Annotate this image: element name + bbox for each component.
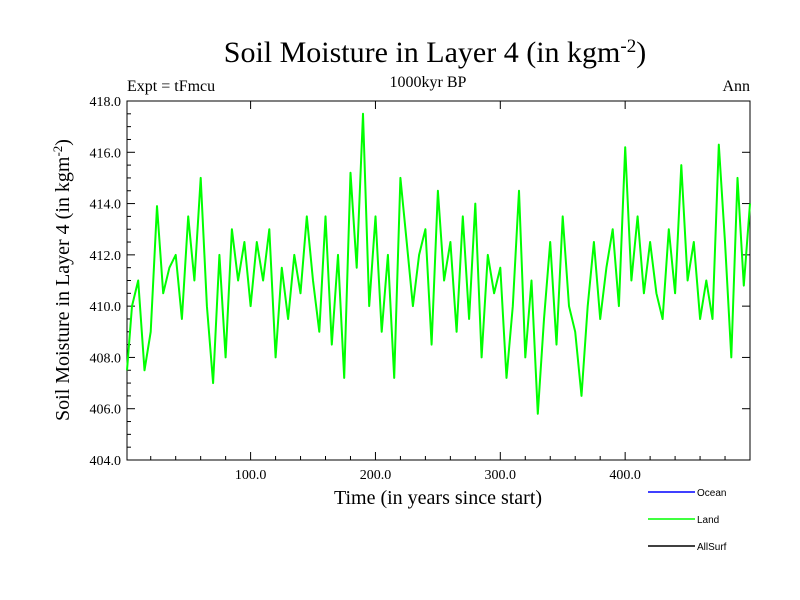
x-tick-label-2: 300.0: [485, 468, 517, 483]
y-tick-label-6: 416.0: [90, 146, 122, 161]
season-label: Ann: [722, 78, 750, 95]
x-axis-label: Time (in years since start): [334, 487, 542, 509]
chart-title-sup: -2: [620, 36, 636, 57]
chart-subtitle: 1000kyr BP: [390, 74, 467, 91]
y-tick-label-5: 414.0: [90, 198, 122, 213]
experiment-label: Expt = tFmcu: [127, 78, 215, 95]
y-tick-label-7: 418.0: [90, 95, 122, 110]
y-tick-label-1: 406.0: [90, 403, 122, 418]
x-tick-label-0: 100.0: [235, 468, 267, 483]
y-axis-label-close: ): [52, 139, 74, 146]
series-line-land: [126, 112, 751, 415]
y-axis-label-main: Soil Moisture in Layer 4 (in kgm: [52, 156, 74, 421]
chart-title-close: ): [636, 36, 646, 69]
chart-title: Soil Moisture in Layer 4 (in kgm-2): [224, 36, 646, 70]
y-tick-label-4: 412.0: [90, 249, 122, 264]
y-axis-ticks: 404.0 406.0 408.0 410.0 412.0 414.0 416.0 418.0: [90, 95, 750, 469]
y-axis-label-sup: -2: [50, 146, 65, 157]
legend-label-allsurf: AllSurf: [697, 542, 727, 553]
x-axis-ticks: 100.0 200.0 300.0 400.0: [150, 101, 726, 483]
y-tick-label-2: 408.0: [90, 351, 122, 366]
y-axis-label: Soil Moisture in Layer 4 (in kgm-2): [50, 139, 75, 421]
legend-label-ocean: Ocean: [697, 488, 726, 499]
x-tick-label-1: 200.0: [360, 468, 392, 483]
x-tick-label-3: 400.0: [609, 468, 641, 483]
chart-title-main: Soil Moisture in Layer 4 (in kgm: [224, 36, 621, 69]
legend: Ocean Land AllSurf: [648, 488, 727, 553]
y-tick-label-3: 410.0: [90, 300, 122, 315]
legend-label-land: Land: [697, 515, 719, 526]
y-tick-label-0: 404.0: [90, 454, 122, 469]
